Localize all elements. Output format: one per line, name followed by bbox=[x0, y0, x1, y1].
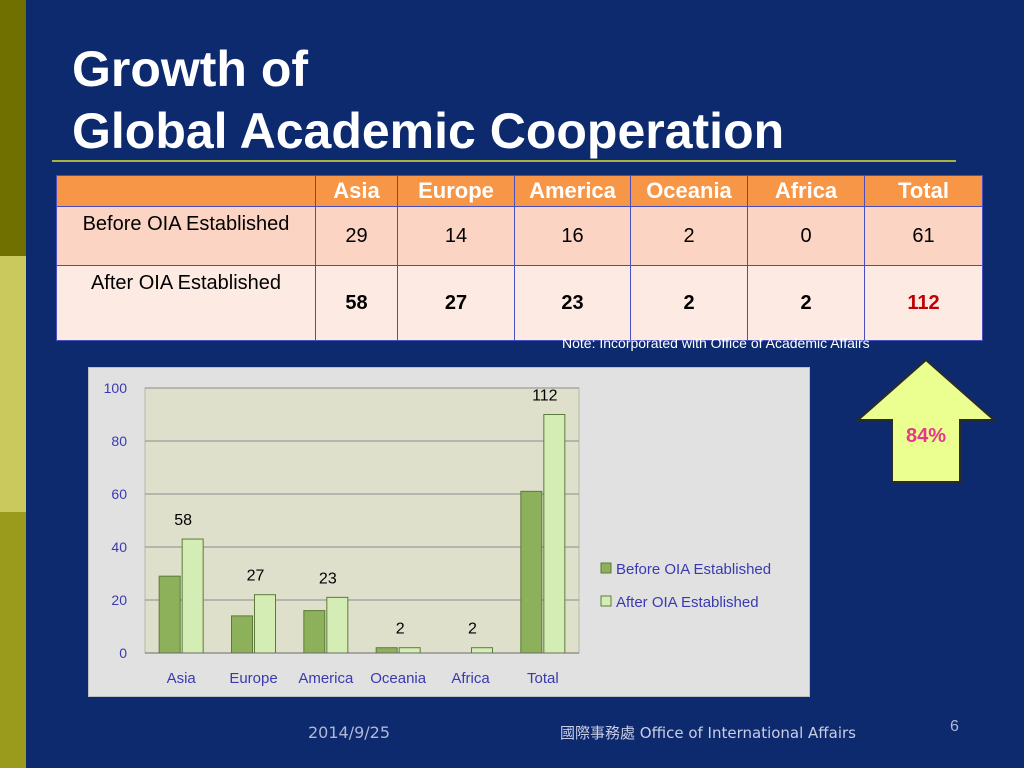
y-tick-label: 40 bbox=[111, 539, 127, 555]
footer-date: 2014/9/25 bbox=[308, 723, 391, 742]
data-label: 23 bbox=[319, 570, 337, 587]
x-tick-label: Asia bbox=[167, 670, 197, 687]
row-label: After OIA Established bbox=[56, 265, 316, 341]
cell-value: 14 bbox=[397, 206, 515, 266]
cell-value: 29 bbox=[315, 206, 398, 266]
bar-chart: 0 20 40 60 80 100 Asia 58 Europe 27 America 23 Ocean… bbox=[88, 367, 810, 697]
cell-value: 2 bbox=[630, 206, 748, 266]
title-line-1: Growth of bbox=[72, 41, 309, 97]
bar bbox=[181, 538, 204, 654]
cooperation-table: Asia Europe America Oceania Africa Total… bbox=[56, 175, 983, 341]
legend-swatch bbox=[600, 595, 612, 607]
cell-value: 2 bbox=[630, 265, 748, 341]
cell-value: 23 bbox=[514, 265, 631, 341]
data-label: 27 bbox=[247, 568, 265, 585]
y-tick-label: 0 bbox=[119, 645, 127, 661]
legend-entry: Before OIA Established bbox=[616, 561, 771, 578]
bar bbox=[520, 490, 543, 654]
bar bbox=[398, 647, 421, 654]
header-cell-africa: Africa bbox=[747, 175, 865, 207]
legend-swatch bbox=[600, 562, 612, 574]
title-underline bbox=[52, 160, 956, 162]
growth-percentage: 84% bbox=[905, 425, 947, 447]
left-decorative-strip bbox=[0, 0, 26, 768]
y-tick-label: 20 bbox=[111, 592, 127, 608]
footer-office: 國際事務處 Office of International Affairs bbox=[560, 724, 856, 742]
header-cell-america: America bbox=[514, 175, 631, 207]
bar bbox=[375, 647, 398, 654]
data-label: 58 bbox=[174, 512, 192, 529]
x-tick-label: America bbox=[298, 670, 354, 687]
y-tick-label: 100 bbox=[104, 380, 128, 396]
bar bbox=[471, 647, 493, 654]
x-tick-label: Total bbox=[527, 670, 559, 687]
x-tick-label: Africa bbox=[451, 670, 490, 687]
bar bbox=[543, 414, 566, 654]
y-tick-label: 60 bbox=[111, 486, 127, 502]
data-label: 112 bbox=[532, 388, 558, 405]
bar-chart-svg: 0 20 40 60 80 100 Asia 58 Europe 27 America 23 Ocean… bbox=[104, 380, 771, 687]
strip-segment-bottom bbox=[0, 512, 26, 768]
cell-value: 58 bbox=[315, 265, 398, 341]
bar bbox=[254, 594, 276, 654]
y-tick-label: 80 bbox=[111, 433, 127, 449]
bar bbox=[326, 596, 349, 654]
data-label: 2 bbox=[396, 621, 405, 638]
header-cell-asia: Asia bbox=[315, 175, 398, 207]
table-row-before: Before OIA Established 29 14 16 2 0 61 bbox=[56, 206, 983, 266]
x-tick-label: Europe bbox=[229, 670, 277, 687]
header-cell-oceania: Oceania bbox=[630, 175, 748, 207]
strip-segment-top bbox=[0, 0, 26, 256]
growth-arrow-icon bbox=[856, 358, 996, 483]
table-header-row: Asia Europe America Oceania Africa Total bbox=[56, 175, 983, 207]
strip-segment-middle bbox=[0, 256, 26, 512]
x-tick-label: Oceania bbox=[370, 670, 427, 687]
cell-value: 27 bbox=[397, 265, 515, 341]
plot-area bbox=[144, 387, 580, 654]
header-cell-total: Total bbox=[864, 175, 983, 207]
legend-entry: After OIA Established bbox=[616, 594, 759, 611]
cell-value: 0 bbox=[747, 206, 865, 266]
bar bbox=[231, 615, 253, 654]
slide-title: Growth of Global Academic Cooperation bbox=[72, 38, 972, 162]
cell-value: 61 bbox=[864, 206, 983, 266]
table-row-after: After OIA Established 58 27 23 2 2 112 bbox=[56, 265, 983, 341]
row-label: Before OIA Established bbox=[56, 206, 316, 266]
header-cell-blank bbox=[56, 175, 316, 207]
bar bbox=[303, 610, 326, 654]
cell-value: 2 bbox=[747, 265, 865, 341]
bar bbox=[158, 575, 181, 654]
table-note: Note: Incorporated with Office of Academ… bbox=[562, 335, 870, 351]
cell-value: 16 bbox=[514, 206, 631, 266]
page-number: 6 bbox=[950, 718, 959, 735]
title-line-2: Global Academic Cooperation bbox=[72, 103, 785, 159]
header-cell-europe: Europe bbox=[397, 175, 515, 207]
data-label: 2 bbox=[468, 621, 477, 638]
cell-value-total: 112 bbox=[864, 265, 983, 341]
